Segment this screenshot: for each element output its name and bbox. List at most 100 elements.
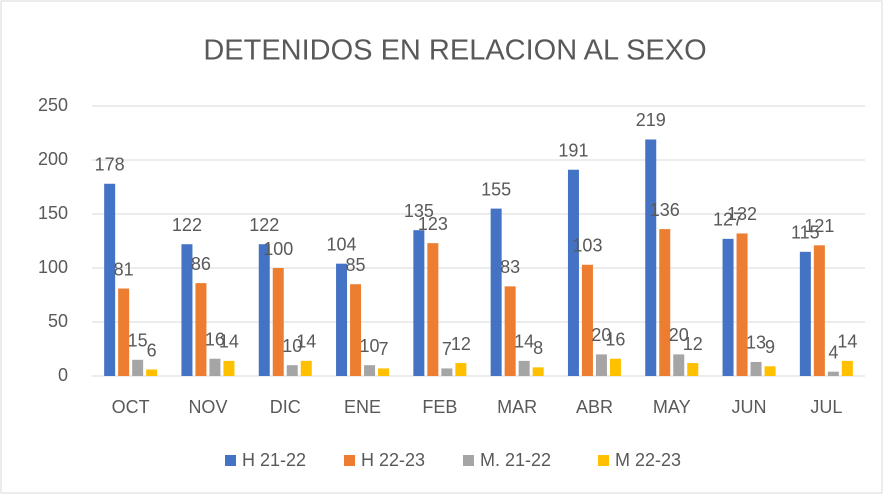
bar [378, 368, 390, 376]
bar [736, 233, 748, 376]
value-label: 20 [669, 325, 689, 345]
x-tick-label: ENE [344, 397, 381, 417]
legend-label: M. 21-22 [480, 450, 551, 470]
bar [146, 369, 158, 376]
value-label: 85 [346, 255, 366, 275]
value-label: 14 [837, 332, 857, 352]
bar [518, 360, 530, 376]
bar [722, 238, 734, 376]
y-tick-label: 0 [58, 365, 68, 385]
bar [645, 139, 657, 376]
value-label: 155 [481, 179, 511, 199]
bar [364, 365, 376, 376]
legend-swatch [225, 455, 236, 466]
bar [659, 229, 671, 376]
bar [567, 169, 579, 376]
x-tick-label: JUL [810, 397, 842, 417]
value-label: 104 [327, 234, 357, 254]
value-label: 16 [205, 329, 225, 349]
bar [750, 361, 762, 376]
bar [286, 365, 298, 376]
bar [427, 243, 439, 376]
bar [764, 366, 776, 376]
bar [195, 283, 207, 376]
bar [490, 208, 502, 376]
value-label: 10 [282, 336, 302, 356]
bar [300, 360, 312, 376]
bar [223, 360, 235, 376]
x-tick-label: MAY [653, 397, 691, 417]
x-tick-label: MAR [497, 397, 537, 417]
value-label: 219 [636, 110, 666, 130]
legend-swatch [344, 455, 355, 466]
legend-swatch [598, 455, 609, 466]
value-label: 191 [558, 140, 588, 160]
y-tick-label: 50 [48, 311, 68, 331]
value-label: 6 [147, 340, 157, 360]
value-label: 135 [404, 201, 434, 221]
x-tick-label: DIC [270, 397, 301, 417]
value-label: 10 [360, 336, 380, 356]
bar [799, 251, 811, 376]
value-label: 7 [379, 339, 389, 359]
bar [258, 244, 270, 376]
value-label: 8 [533, 338, 543, 358]
bar [813, 245, 825, 376]
value-label: 7 [442, 339, 452, 359]
value-label: 127 [713, 210, 743, 230]
value-label: 100 [263, 239, 293, 259]
bar [209, 358, 221, 376]
value-label: 4 [828, 342, 838, 362]
value-label: 14 [296, 332, 316, 352]
bar [841, 360, 853, 376]
value-label: 178 [95, 155, 125, 175]
value-label: 16 [605, 329, 625, 349]
bar [272, 268, 284, 376]
legend-label: H 21-22 [242, 450, 306, 470]
value-label: 122 [249, 215, 279, 235]
bar [413, 230, 425, 376]
bar [455, 363, 467, 376]
bar [336, 263, 348, 376]
y-tick-label: 100 [38, 257, 68, 277]
value-label: 132 [727, 204, 757, 224]
bar [581, 264, 593, 376]
value-label: 81 [114, 259, 134, 279]
value-label: 122 [172, 215, 202, 235]
value-label: 136 [650, 200, 680, 220]
bar [132, 359, 144, 376]
value-label: 9 [765, 337, 775, 357]
value-label: 20 [591, 325, 611, 345]
value-label: 83 [500, 257, 520, 277]
legend-label: H 22-23 [361, 450, 425, 470]
x-tick-label: OCT [112, 397, 150, 417]
bar [673, 354, 685, 376]
bar [350, 284, 362, 376]
y-tick-label: 200 [38, 149, 68, 169]
value-label: 15 [128, 331, 148, 351]
value-label: 103 [572, 236, 602, 256]
bar [687, 363, 699, 376]
chart-title: DETENIDOS EN RELACION AL SEXO [203, 35, 706, 67]
value-label: 121 [804, 216, 834, 236]
bar [504, 286, 516, 376]
bar [441, 368, 453, 376]
x-tick-label: JUN [732, 397, 767, 417]
value-label: 86 [191, 254, 211, 274]
value-label: 12 [683, 334, 703, 354]
bar [181, 244, 193, 376]
x-tick-label: ABR [576, 397, 613, 417]
bar [532, 367, 544, 376]
value-label: 123 [418, 214, 448, 234]
legend-swatch [463, 455, 474, 466]
x-tick-label: FEB [422, 397, 457, 417]
y-tick-label: 250 [38, 95, 68, 115]
legend-label: M 22-23 [615, 450, 681, 470]
x-tick-label: NOV [188, 397, 227, 417]
bar [827, 371, 839, 376]
value-label: 115 [791, 223, 820, 243]
bar [104, 183, 116, 376]
bar [595, 354, 607, 376]
